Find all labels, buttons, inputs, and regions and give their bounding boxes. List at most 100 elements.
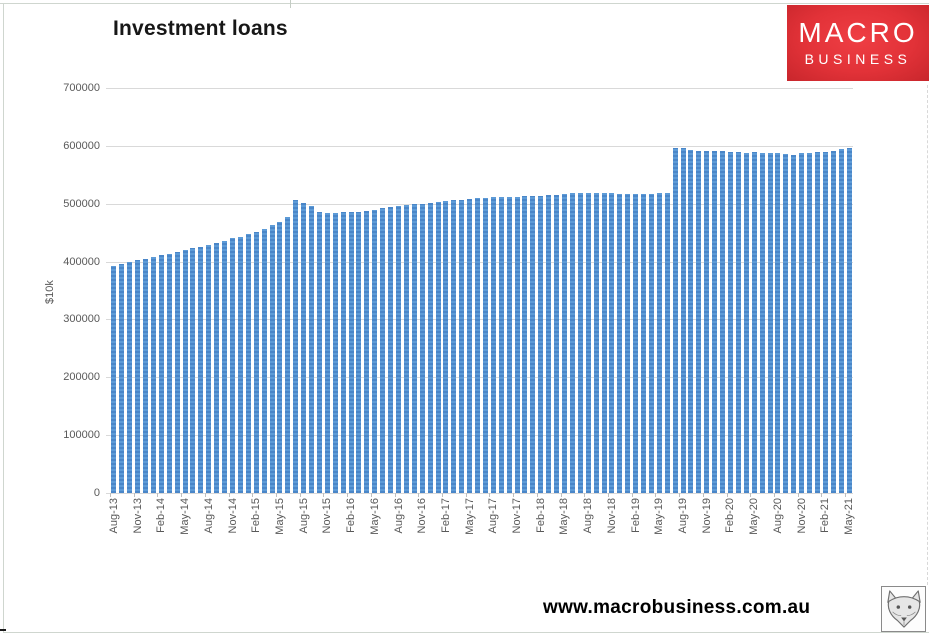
frame-left-border	[3, 3, 4, 632]
x-tick-label: May-15	[273, 498, 286, 535]
bar	[561, 193, 567, 493]
x-axis-tick	[110, 493, 111, 497]
bar	[830, 150, 836, 493]
x-tick-label: Aug-18	[582, 498, 595, 534]
x-axis-tick	[584, 493, 586, 497]
x-tick-label: Aug-19	[677, 498, 690, 534]
bar	[340, 212, 346, 493]
bar	[332, 213, 338, 493]
frame-right-dashed-border	[927, 85, 928, 585]
x-tick-label: Nov-19	[700, 498, 713, 534]
bar	[735, 152, 741, 493]
bar	[269, 225, 275, 493]
frame-bottom-border	[3, 632, 929, 633]
bar	[222, 240, 228, 493]
frame-top-tick	[290, 0, 291, 8]
bar	[680, 147, 686, 493]
x-tick-label: May-17	[463, 498, 476, 535]
bar	[127, 261, 133, 493]
bar	[150, 256, 156, 493]
bar	[427, 202, 433, 493]
bar	[230, 238, 236, 493]
bar	[348, 212, 354, 493]
bar	[822, 151, 828, 493]
bar	[759, 152, 765, 493]
x-tick-label: Nov-17	[511, 498, 524, 534]
bar	[720, 151, 726, 493]
y-tick-label: 400000	[63, 255, 100, 268]
bar	[490, 197, 496, 493]
bar	[846, 148, 852, 493]
bar	[403, 205, 409, 493]
x-tick-label: Feb-15	[250, 498, 263, 533]
bar	[380, 208, 386, 493]
bar	[775, 153, 781, 493]
bar	[538, 195, 544, 493]
y-axis-tick-labels: 0 100000 200000 300000 400000 500000 600000 700…	[0, 82, 102, 499]
bar	[498, 197, 504, 493]
x-tick-label: Nov-18	[605, 498, 618, 534]
x-tick-label: May-21	[843, 498, 856, 535]
bar	[356, 211, 362, 493]
x-axis-tick	[679, 493, 681, 497]
x-tick-label: Aug-16	[392, 498, 405, 534]
bar	[743, 152, 749, 493]
bar	[672, 147, 678, 493]
fox-drawing	[886, 590, 921, 628]
bar	[174, 251, 180, 493]
bar	[514, 196, 520, 493]
y-tick-label: 0	[93, 487, 100, 499]
x-axis-tick	[347, 493, 349, 497]
bar	[838, 149, 844, 493]
bar	[664, 193, 670, 493]
bar	[443, 200, 449, 493]
x-axis-tick	[252, 493, 254, 497]
gridline	[106, 145, 853, 147]
bar	[158, 255, 164, 493]
x-tick-label: Aug-20	[771, 498, 784, 534]
bar	[253, 231, 259, 493]
x-axis-tick	[465, 493, 467, 497]
x-axis-tick	[441, 493, 443, 497]
bar	[482, 197, 488, 493]
bar	[364, 210, 370, 493]
bar	[285, 217, 291, 493]
bar	[617, 193, 623, 493]
x-axis-tick	[418, 493, 420, 497]
frame-top-border	[0, 3, 929, 4]
bar	[656, 193, 662, 493]
x-axis-tick	[181, 493, 183, 497]
x-axis-tick	[228, 493, 230, 497]
x-axis-tick	[275, 493, 277, 497]
bar	[214, 242, 220, 493]
x-axis-tick	[299, 493, 301, 497]
x-axis-tick	[655, 493, 657, 497]
bar	[648, 193, 654, 493]
x-tick-label: May-19	[653, 498, 666, 535]
x-tick-label: May-20	[748, 498, 761, 535]
macrobusiness-logo: MACRO BUSINESS	[787, 5, 929, 81]
chart-title: Investment loans	[113, 17, 288, 40]
bar-chart-plot-area	[106, 88, 853, 497]
x-axis-tick	[204, 493, 206, 497]
x-tick-label: Feb-17	[439, 498, 452, 533]
x-tick-label: Feb-21	[819, 498, 832, 533]
bar	[324, 213, 330, 493]
bar	[577, 192, 583, 493]
bar	[791, 154, 797, 493]
x-axis-tick	[560, 493, 562, 497]
x-axis-tick	[726, 493, 728, 497]
gridline	[106, 493, 853, 494]
x-tick-label: Nov-16	[416, 498, 429, 534]
bar	[783, 154, 789, 493]
bar	[641, 193, 647, 493]
bar	[609, 193, 615, 493]
bar	[190, 248, 196, 493]
x-axis-tick	[157, 493, 159, 497]
bar	[245, 233, 251, 493]
bar	[530, 196, 536, 493]
x-axis-tick	[607, 493, 609, 497]
bar	[166, 253, 172, 493]
bar	[237, 236, 243, 493]
x-tick-label: Feb-19	[629, 498, 642, 533]
